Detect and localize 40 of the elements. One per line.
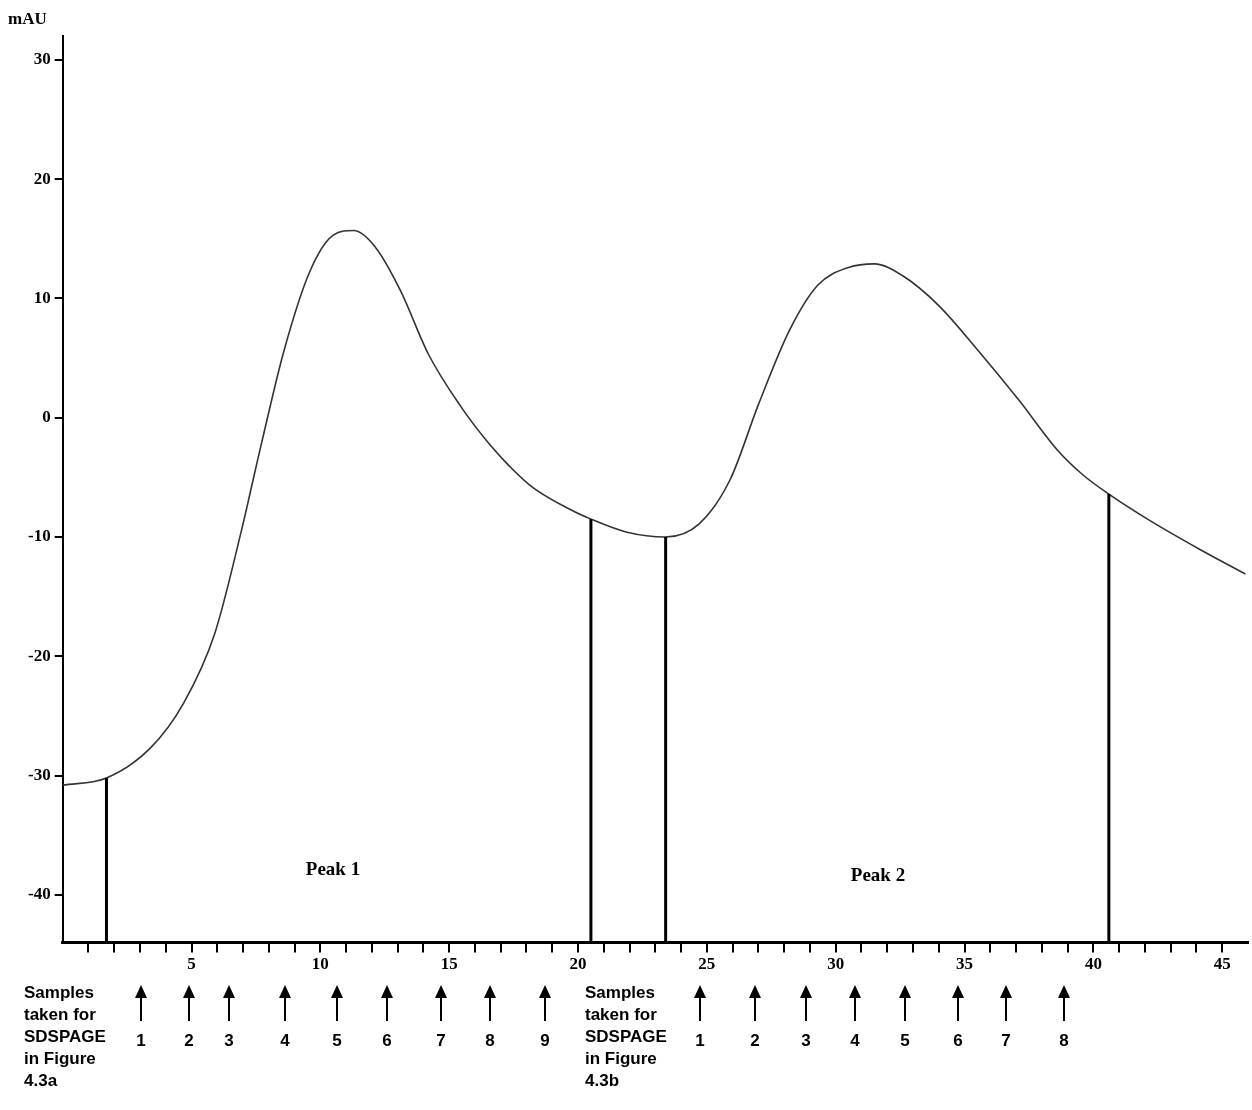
x-tick-label: 30 xyxy=(827,954,845,974)
x-tick-label: 15 xyxy=(440,954,458,974)
text: 1 xyxy=(136,1030,146,1052)
text: 7 xyxy=(1001,1030,1011,1052)
y-tick-label: -30 xyxy=(27,764,51,784)
text: Samples taken for SDSPAGE in Figure 4.3b xyxy=(585,982,668,1092)
y-tick-label: -40 xyxy=(27,884,51,904)
text: 2 xyxy=(184,1030,194,1052)
y-tick-label: 20 xyxy=(33,168,51,188)
text: 6 xyxy=(953,1030,963,1052)
text: 8 xyxy=(1059,1030,1069,1052)
text: 1 xyxy=(695,1030,705,1052)
text: 4 xyxy=(280,1030,290,1052)
x-tick-label: 5 xyxy=(187,954,196,974)
y-tick-label: 30 xyxy=(33,49,51,69)
x-tick-label: 10 xyxy=(311,954,329,974)
text: 3 xyxy=(801,1030,811,1052)
y-axis-title: mAU xyxy=(8,8,47,28)
x-tick-label: 45 xyxy=(1213,954,1231,974)
text: 5 xyxy=(900,1030,910,1052)
text: 3 xyxy=(224,1030,234,1052)
text: 7 xyxy=(436,1030,446,1052)
text: 2 xyxy=(750,1030,760,1052)
text: 9 xyxy=(540,1030,550,1052)
text: 6 xyxy=(382,1030,392,1052)
text: Samples taken for SDSPAGE in Figure 4.3a xyxy=(24,982,107,1092)
line-series xyxy=(62,229,1247,786)
y-tick-label: -20 xyxy=(27,645,51,665)
annotation: Peak 2 xyxy=(850,864,906,886)
x-tick-label: 25 xyxy=(698,954,716,974)
x-tick-label: 35 xyxy=(956,954,974,974)
y-tick-label: -10 xyxy=(27,526,51,546)
y-tick-label: 0 xyxy=(42,407,51,427)
text: 5 xyxy=(332,1030,342,1052)
x-tick-label: 20 xyxy=(569,954,587,974)
text: 4 xyxy=(850,1030,860,1052)
x-tick-label: 40 xyxy=(1084,954,1102,974)
text: 8 xyxy=(485,1030,495,1052)
annotation: Peak 1 xyxy=(305,858,361,880)
y-tick-label: 10 xyxy=(33,287,51,307)
